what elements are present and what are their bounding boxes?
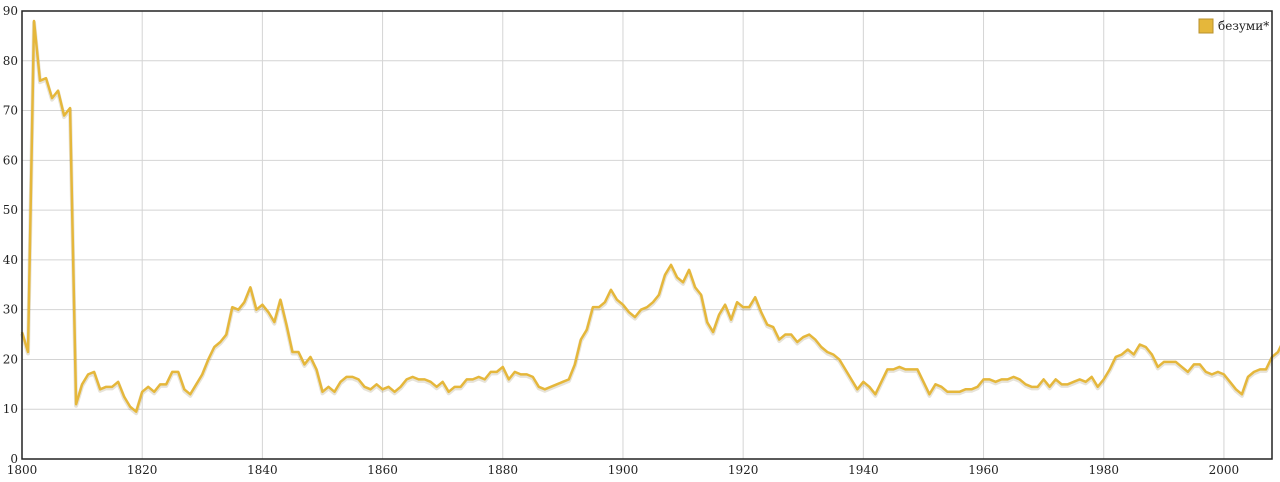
x-tick-label: 1860: [367, 463, 398, 477]
y-tick-label: 60: [3, 153, 18, 167]
x-tick-label: 1800: [7, 463, 38, 477]
grid-lines: [22, 11, 1272, 459]
x-tick-label: 1820: [127, 463, 158, 477]
y-tick-label: 50: [3, 203, 18, 217]
x-tick-label: 1900: [608, 463, 639, 477]
x-tick-label: 1940: [848, 463, 879, 477]
plot-frame: [21, 10, 1273, 460]
y-axis-ticks: 0 10 20 30 40 50 60 70 80 90: [3, 4, 18, 466]
y-tick-label: 90: [3, 4, 18, 18]
legend[interactable]: безуми*: [1198, 18, 1269, 34]
y-tick-label: 20: [3, 352, 18, 366]
legend-label: безуми*: [1218, 19, 1269, 33]
x-tick-label: 2000: [1209, 463, 1240, 477]
y-tick-label: 0: [10, 452, 18, 466]
x-axis-ticks: 1800 1820 1840 1860 1880 1900 1920 1940 1960 1980…: [7, 463, 1239, 477]
x-tick-label: 1880: [487, 463, 518, 477]
y-tick-label: 30: [3, 303, 18, 317]
y-tick-label: 80: [3, 54, 18, 68]
series-line[interactable]: [20, 19, 1280, 413]
y-tick-label: 10: [3, 402, 18, 416]
x-tick-label: 1980: [1088, 463, 1119, 477]
x-tick-label: 1840: [247, 463, 278, 477]
y-tick-label: 40: [3, 253, 18, 267]
legend-swatch: [1198, 18, 1214, 34]
series-layer: [20, 19, 1280, 416]
x-tick-label: 1920: [728, 463, 759, 477]
x-tick-label: 1960: [968, 463, 999, 477]
y-tick-label: 70: [3, 104, 18, 118]
plot-background: [22, 11, 1272, 459]
